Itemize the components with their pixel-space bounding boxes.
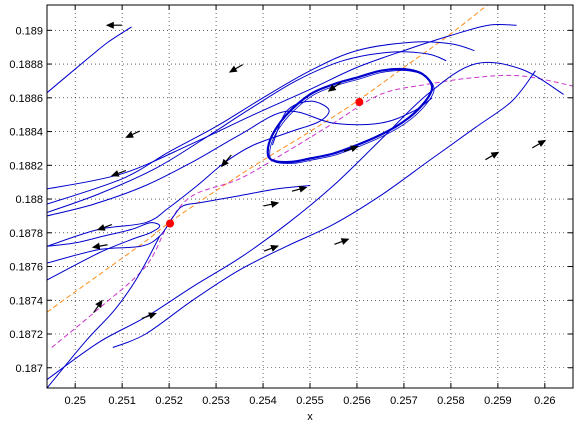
x-tick-label: 0.258 [437,395,465,407]
trajectory-line [47,51,447,213]
x-axis-label: x [307,411,313,423]
trajectory-line [112,70,536,348]
y-tick-label: 0.1872 [9,329,43,341]
y-tick-label: 0.188 [15,194,43,206]
direction-arrow [125,130,140,138]
trajectory-line [47,235,161,388]
direction-arrow [263,200,280,208]
direction-arrow [327,82,342,92]
direction-arrow [343,145,359,153]
y-tick-label: 0.1874 [9,295,43,307]
trajectory-line [47,41,475,205]
y-tick-label: 0.1886 [9,93,43,105]
y-tick-label: 0.1884 [9,127,43,139]
trajectory-line [47,222,161,281]
x-tick-label: 0.252 [155,395,183,407]
y-tick-label: 0.1882 [9,160,43,172]
y-tick-labels: 0.187 0.1872 0.1874 0.1876 0.1878 0.188 0.1882… [9,25,43,374]
direction-arrow [263,245,279,252]
nullcline-magenta-line [51,74,573,348]
y-tick-label: 0.189 [15,25,43,37]
equilibrium-point [166,219,175,228]
x-tick-label: 0.25 [64,395,85,407]
x-tick-label: 0.254 [249,395,277,407]
x-tick-label: 0.26 [534,395,555,407]
x-tick-label: 0.253 [202,395,230,407]
equilibrium-points [166,98,364,228]
direction-arrow [485,151,500,161]
x-tick-label: 0.259 [484,395,512,407]
direction-arrow [91,242,108,250]
direction-arrow [141,312,157,320]
direction-arrow [105,21,122,29]
x-tick-labels: 0.25 0.251 0.252 0.253 0.254 0.255 0.256 0.257 0… [64,395,555,407]
x-tick-label: 0.255 [296,395,324,407]
limit-cycle-line [266,67,434,164]
trajectory-line [47,97,433,217]
trajectory-line [47,26,132,94]
direction-arrow [291,185,308,193]
direction-arrow [96,224,113,231]
axis-ticks [47,5,573,388]
direction-arrow [228,64,243,73]
nullcline-orange-line [47,5,489,313]
y-tick-label: 0.1876 [9,262,43,274]
direction-arrow [110,170,127,177]
direction-arrow [334,238,350,245]
trajectories [47,23,564,388]
trajectory-line [47,100,330,247]
direction-arrows [91,21,547,320]
y-tick-label: 0.187 [15,363,43,375]
direction-arrow [93,299,103,314]
x-tick-label: 0.256 [343,395,371,407]
nullclines [47,5,573,348]
plot-area [47,5,573,388]
equilibrium-point [355,98,364,107]
direction-arrow [221,154,232,168]
y-tick-label: 0.1888 [9,59,43,71]
direction-arrow [532,139,547,149]
y-tick-label: 0.1878 [9,228,43,240]
x-tick-label: 0.251 [108,395,136,407]
trajectory-line [47,185,311,264]
x-tick-label: 0.257 [390,395,418,407]
